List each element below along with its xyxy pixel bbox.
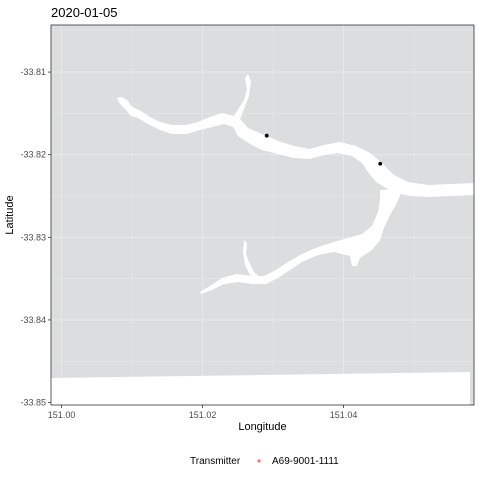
water-bodies xyxy=(51,74,474,405)
gridlines xyxy=(51,25,474,405)
y-axis-title: Latitude xyxy=(4,195,16,234)
open-ocean-water xyxy=(51,372,470,405)
plot-panel xyxy=(50,24,475,406)
y-axis: -33.81 -33.82 -33.83 -33.84 -33.85 xyxy=(20,67,51,408)
plot-title: 2020-01-05 xyxy=(51,5,118,20)
legend-label: A69-9001-1111 xyxy=(272,456,339,467)
river-main-channel-water xyxy=(117,74,474,197)
land-area xyxy=(51,25,474,405)
legend-key-point xyxy=(257,459,261,463)
panel-border xyxy=(50,24,475,406)
river-south-branch-water xyxy=(200,189,401,294)
y-tick-label: -33.81 xyxy=(20,67,46,77)
legend-title: Transmitter xyxy=(190,456,241,467)
detection-point xyxy=(264,133,269,138)
y-tick-label: -33.83 xyxy=(20,232,46,242)
x-axis-title: Longitude xyxy=(238,421,286,433)
y-tick-label: -33.85 xyxy=(20,398,46,408)
legend: Transmitter A69-9001-1111 xyxy=(190,456,339,467)
detection-points xyxy=(264,133,383,166)
y-tick-label: -33.84 xyxy=(20,315,46,325)
x-axis: 151.00 151.02 151.04 xyxy=(48,405,358,420)
detection-point xyxy=(378,161,383,166)
x-tick-label: 151.04 xyxy=(330,410,358,420)
y-tick-label: -33.82 xyxy=(20,150,46,160)
river-south-tributary-water xyxy=(243,240,262,281)
x-tick-label: 151.02 xyxy=(189,410,217,420)
x-tick-label: 151.00 xyxy=(48,410,76,420)
